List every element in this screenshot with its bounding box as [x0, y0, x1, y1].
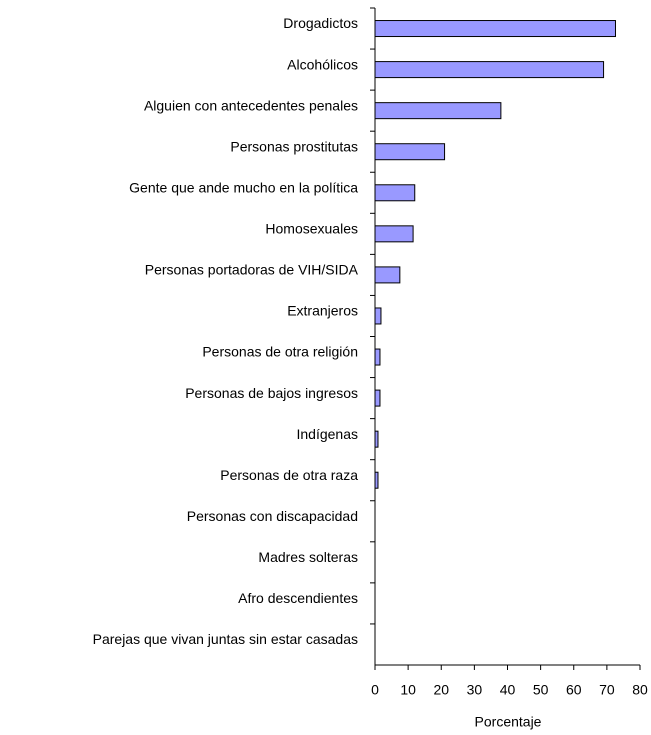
- bar: [374, 184, 416, 202]
- y-tick-label: Drogadictos: [283, 15, 358, 31]
- y-tick-label: Madres solteras: [258, 549, 358, 565]
- y-tick-label: Personas prostitutas: [230, 138, 358, 154]
- y-tick-label: Alguien con antecedentes penales: [144, 97, 358, 113]
- y-tick-label: Alcohólicos: [287, 56, 358, 72]
- y-tick-label: Personas de otra religión: [202, 344, 358, 360]
- bar: [374, 471, 379, 489]
- y-tick-label: Parejas que vivan juntas sin estar casad…: [93, 631, 358, 647]
- x-tick-label: 40: [500, 682, 516, 698]
- y-tick-label: Gente que ande mucho en la política: [129, 179, 358, 195]
- y-tick-label: Extranjeros: [287, 303, 358, 319]
- y-tick-label: Personas de bajos ingresos: [185, 385, 358, 401]
- bar: [374, 225, 414, 243]
- x-tick-label: 10: [400, 682, 416, 698]
- bar: [374, 102, 502, 120]
- bar: [374, 307, 382, 325]
- bar: [374, 61, 605, 79]
- x-axis-label: Porcentaje: [475, 714, 542, 730]
- y-tick-label: Personas con discapacidad: [187, 508, 358, 524]
- y-tick-label: Personas portadoras de VIH/SIDA: [145, 262, 359, 278]
- bar: [374, 266, 401, 284]
- bar: [374, 143, 446, 161]
- x-tick-label: 50: [533, 682, 549, 698]
- bar: [374, 348, 381, 366]
- y-tick-label: Afro descendientes: [238, 590, 358, 606]
- y-tick-label: Personas de otra raza: [220, 467, 358, 483]
- x-tick-label: 70: [599, 682, 615, 698]
- x-tick-label: 0: [371, 682, 379, 698]
- bar: [374, 389, 381, 407]
- x-tick-label: 30: [467, 682, 483, 698]
- x-tick-label: 20: [433, 682, 449, 698]
- y-tick-label: Homosexuales: [265, 221, 358, 237]
- x-tick-label: 80: [632, 682, 648, 698]
- bar: [374, 20, 616, 38]
- bar: [374, 430, 379, 448]
- x-tick-label: 60: [566, 682, 582, 698]
- y-tick-label: Indígenas: [297, 426, 359, 442]
